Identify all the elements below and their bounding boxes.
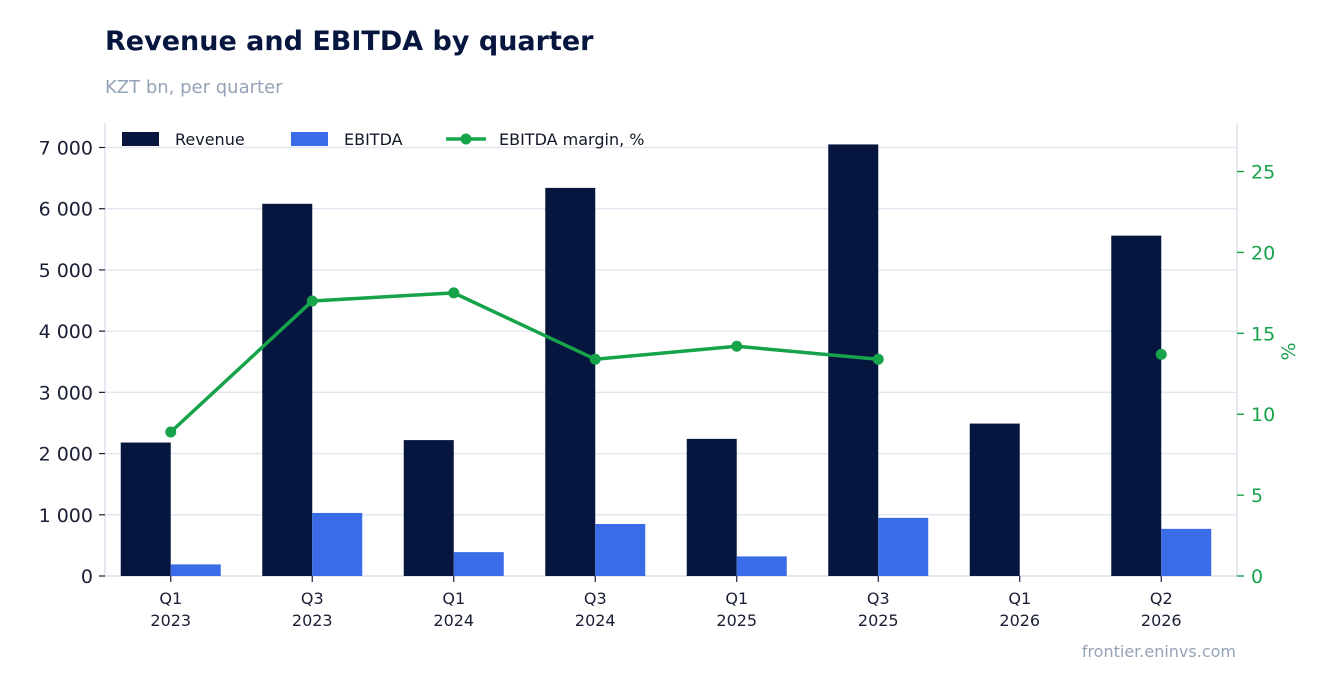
ebitda-bar: [170, 564, 221, 576]
margin-point: [1155, 348, 1167, 360]
x-tick-label-year: 2024: [433, 611, 474, 630]
y-left-tick-label: 6 000: [39, 199, 93, 221]
ebitda-bar: [1161, 528, 1212, 576]
x-tick-label-quarter: Q3: [867, 589, 890, 608]
revenue-bar: [120, 442, 171, 576]
x-tick-label-quarter: Q3: [584, 589, 607, 608]
x-tick-label-quarter: Q1: [159, 589, 182, 608]
y-left-tick-label: 2 000: [39, 444, 93, 466]
margin-point: [448, 287, 460, 299]
legend-label-revenue: Revenue: [175, 130, 245, 149]
x-tick-label-quarter: Q1: [725, 589, 748, 608]
y-right-tick-label: 10: [1251, 404, 1275, 426]
y-right-tick-label: 25: [1251, 162, 1275, 184]
x-tick-label-quarter: Q3: [301, 589, 324, 608]
legend-swatch-ebitda: [291, 132, 328, 146]
x-tick-label-year: 2025: [858, 611, 899, 630]
margin-point: [872, 353, 884, 365]
revenue-bar: [545, 187, 596, 576]
x-tick-label-year: 2025: [716, 611, 757, 630]
revenue-bar: [686, 438, 737, 576]
ebitda-bar: [312, 512, 363, 576]
y-right-axis-label: %: [1278, 342, 1300, 360]
y-left-tick-label: 7 000: [39, 137, 93, 159]
source-credit: frontier.eninvs.com: [1081, 642, 1236, 661]
y-left-tick-label: 5 000: [39, 260, 93, 282]
y-left-tick-label: 0: [81, 566, 93, 588]
y-left-tick-label: 3 000: [39, 382, 93, 404]
ebitda-bar: [878, 517, 929, 576]
x-tick-label-year: 2023: [292, 611, 333, 630]
margin-point: [306, 295, 318, 307]
y-left-tick-label: 4 000: [39, 321, 93, 343]
legend-label-margin: EBITDA margin, %: [499, 130, 644, 149]
x-tick-label-quarter: Q1: [442, 589, 465, 608]
x-tick-label-year: 2024: [575, 611, 616, 630]
x-tick-label-quarter: Q1: [1008, 589, 1031, 608]
legend-label-ebitda: EBITDA: [344, 130, 403, 149]
ebitda-bar: [595, 523, 646, 576]
margin-line: [169, 291, 879, 434]
y-right-tick-label: 5: [1251, 485, 1263, 507]
y-left-tick-label: 1 000: [39, 505, 93, 527]
ebitda-bar: [453, 552, 504, 576]
chart-subtitle: KZT bn, per quarter: [105, 77, 283, 98]
revenue-bar: [969, 423, 1020, 576]
legend-swatch-margin-marker: [460, 133, 472, 145]
y-right-tick-label: 20: [1251, 242, 1275, 264]
margin-point: [731, 340, 743, 352]
margin-point: [165, 426, 177, 438]
legend-swatch-revenue: [122, 132, 159, 146]
y-right-tick-label: 15: [1251, 323, 1275, 345]
revenue-bar: [403, 440, 454, 576]
revenue-bar: [262, 203, 313, 576]
ebitda-bar: [736, 556, 787, 576]
x-tick-label-quarter: Q2: [1150, 589, 1173, 608]
x-tick-label-year: 2023: [150, 611, 191, 630]
x-tick-label-year: 2026: [999, 611, 1040, 630]
chart-title: Revenue and EBITDA by quarter: [105, 26, 594, 57]
x-tick-label-year: 2026: [1141, 611, 1182, 630]
revenue-bar: [828, 144, 879, 577]
y-right-tick-label: 0: [1251, 566, 1263, 588]
revenue-bar: [1111, 235, 1162, 577]
margin-point: [589, 353, 601, 365]
